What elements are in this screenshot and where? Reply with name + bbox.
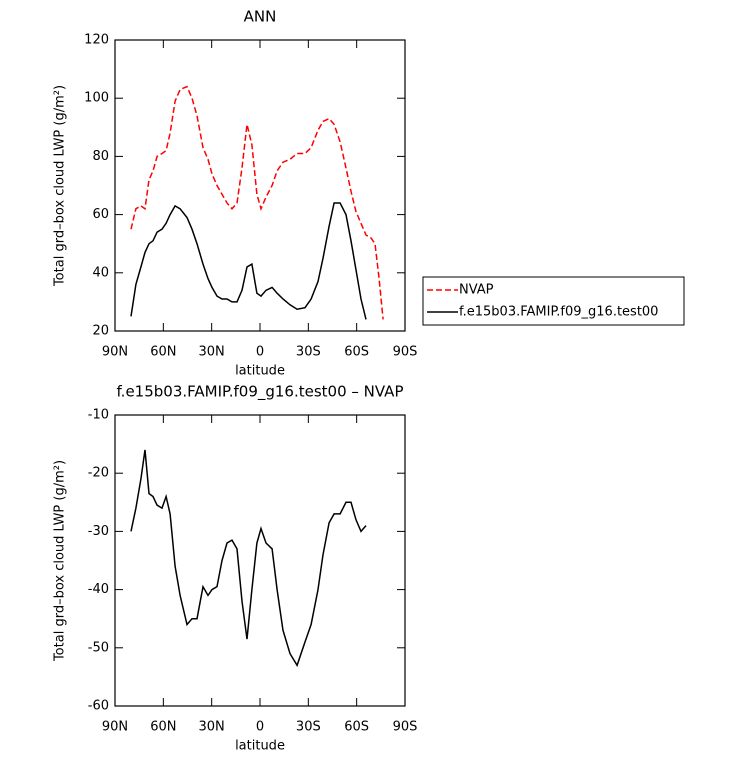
x-tick-label: 30N: [199, 345, 225, 360]
x-axis-label: latitude: [235, 364, 285, 379]
x-tick-label: 90N: [102, 345, 128, 360]
x-tick-label: 60S: [344, 345, 369, 360]
plot-frame: [114, 414, 406, 707]
y-tick-label: -30: [88, 524, 109, 539]
chart-title: ANN: [244, 8, 277, 26]
y-tick-label: -60: [88, 699, 109, 714]
x-tick-label: 90S: [393, 720, 418, 735]
x-tick-label: 0: [256, 345, 264, 360]
y-tick-label: 20: [92, 324, 109, 339]
x-axis-label: latitude: [235, 739, 285, 754]
y-tick-label: -20: [88, 466, 109, 481]
y-tick-label: 40: [92, 265, 109, 280]
line-series: [130, 85, 384, 320]
y-axis-label: Total grd–box cloud LWP (g/m²): [53, 460, 68, 662]
x-tick-label: 30S: [296, 720, 321, 735]
y-tick-label: 60: [92, 207, 109, 222]
chart-title: f.e15b03.FAMIP.f09_g16.test00 – NVAP: [116, 383, 403, 402]
x-tick-label: 90S: [393, 345, 418, 360]
x-tick-label: 30N: [199, 720, 225, 735]
line-series: [130, 202, 367, 320]
x-tick-label: 90N: [102, 720, 128, 735]
x-tick-label: 0: [256, 720, 264, 735]
legend-box: [422, 276, 685, 326]
x-tick-label: 60S: [344, 720, 369, 735]
y-tick-label: 100: [84, 91, 109, 106]
plot-frame: [114, 39, 406, 332]
y-tick-label: 120: [84, 33, 109, 48]
x-tick-label: 30S: [296, 345, 321, 360]
legend-label: NVAP: [459, 283, 494, 298]
x-tick-label: 60N: [150, 345, 176, 360]
y-tick-label: 80: [92, 149, 109, 164]
y-axis-label: Total grd–box cloud LWP (g/m²): [53, 85, 68, 287]
y-tick-label: -40: [88, 582, 109, 597]
legend-label: f.e15b03.FAMIP.f09_g16.test00: [459, 305, 658, 320]
y-tick-label: -10: [88, 408, 109, 423]
x-tick-label: 60N: [150, 720, 176, 735]
y-tick-label: -50: [88, 640, 109, 655]
line-series: [130, 449, 367, 668]
